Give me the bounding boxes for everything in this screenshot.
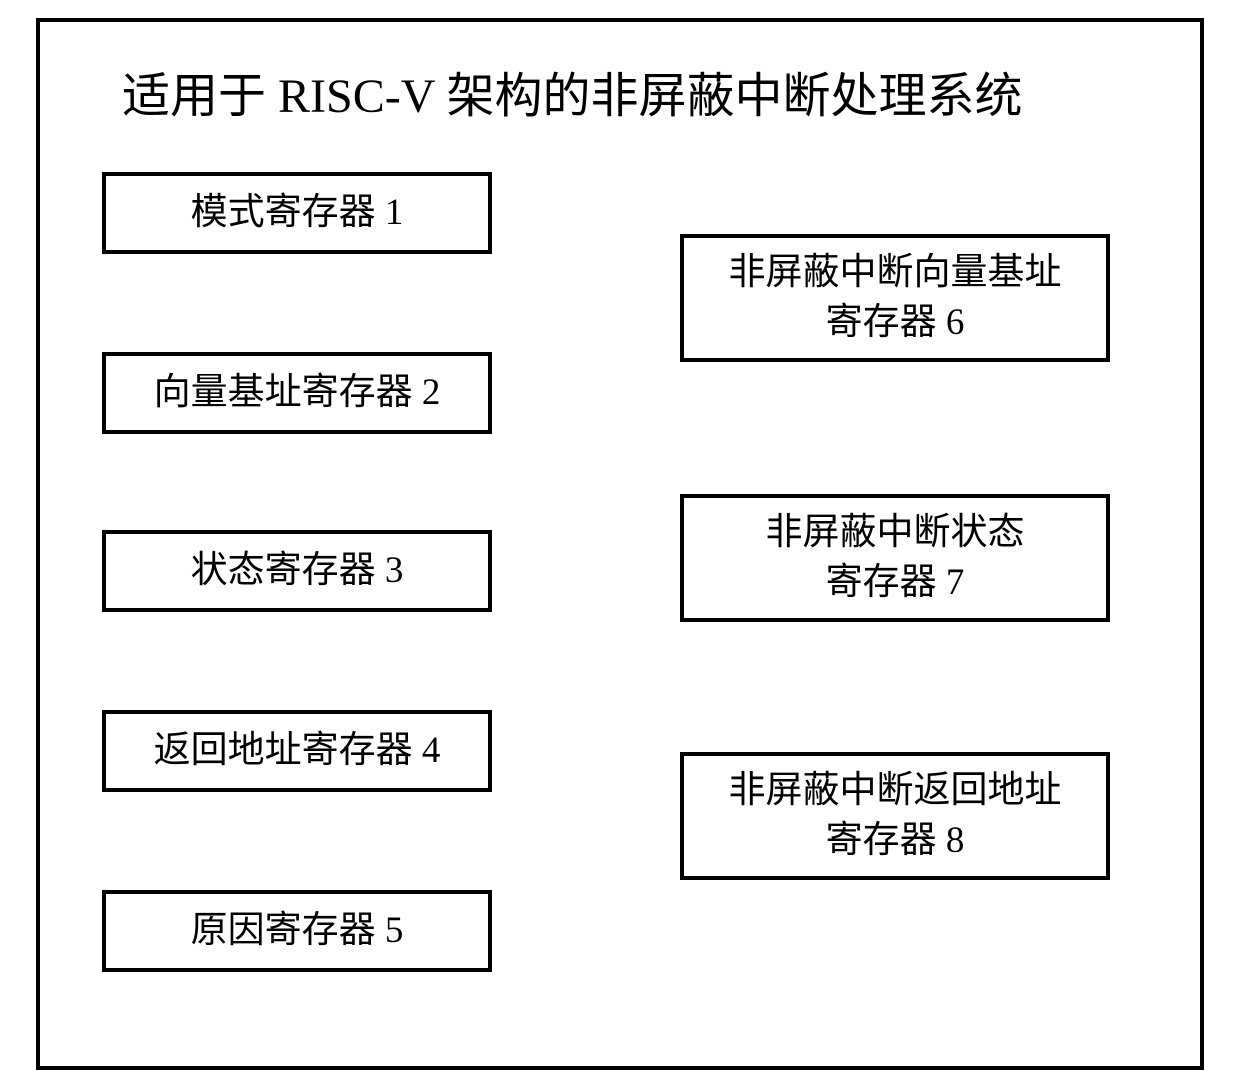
box-label: 非屏蔽中断状态寄存器 7 xyxy=(766,508,1025,608)
vector-base-register: 向量基址寄存器 2 xyxy=(102,352,492,434)
box-label: 非屏蔽中断返回地址寄存器 8 xyxy=(729,766,1062,866)
nmi-return-addr-register: 非屏蔽中断返回地址寄存器 8 xyxy=(680,752,1110,880)
diagram-title: 适用于 RISC-V 架构的非屏蔽中断处理系统 xyxy=(122,56,1023,126)
nmi-status-register: 非屏蔽中断状态寄存器 7 xyxy=(680,494,1110,622)
cause-register: 原因寄存器 5 xyxy=(102,890,492,972)
box-label: 非屏蔽中断向量基址寄存器 6 xyxy=(729,248,1062,348)
mode-register: 模式寄存器 1 xyxy=(102,172,492,254)
status-register: 状态寄存器 3 xyxy=(102,530,492,612)
nmi-vector-base-register: 非屏蔽中断向量基址寄存器 6 xyxy=(680,234,1110,362)
return-addr-register: 返回地址寄存器 4 xyxy=(102,710,492,792)
